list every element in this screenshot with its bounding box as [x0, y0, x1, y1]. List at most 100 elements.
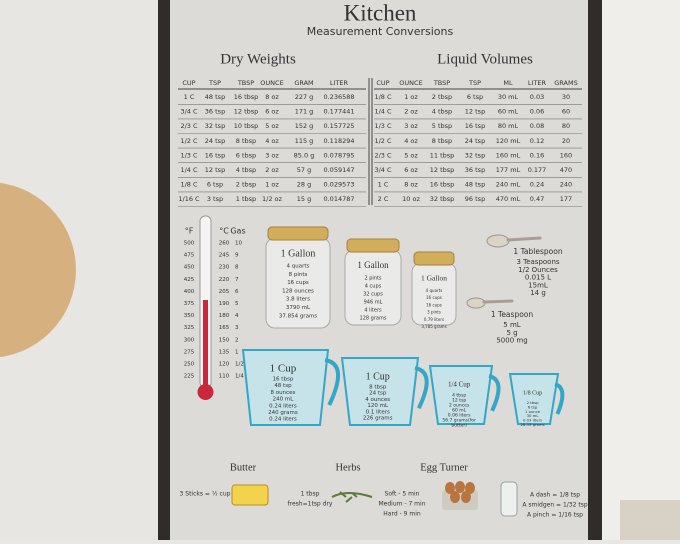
temp-value: 180 — [219, 313, 230, 319]
jar-line: 32 cups — [363, 292, 383, 298]
table-cell: 4 tbsp — [236, 166, 256, 174]
table-cell: 0.177441 — [323, 108, 354, 116]
table-cell: 1 C — [184, 93, 195, 101]
tip-line: fresh=1tsp dry — [288, 501, 333, 508]
cup-title: 1 Cup — [366, 371, 390, 382]
table-cell: 6 oz — [404, 166, 418, 174]
table-cell: 0.08 — [530, 122, 544, 130]
butter — [231, 484, 269, 506]
temp-value: 475 — [184, 253, 195, 259]
spoon-handle — [482, 299, 514, 304]
jar-lid — [346, 238, 400, 253]
table-cell: 2/3 C — [374, 151, 392, 159]
temp-value: 425 — [184, 277, 195, 283]
temp-value: 245 — [219, 253, 230, 259]
spoon-line: 14 g — [530, 289, 546, 297]
temp-value: 1 — [235, 349, 239, 355]
table-cell: 0.03 — [530, 93, 544, 101]
section-title: Liquid Volumes — [437, 51, 533, 67]
temp-value: 300 — [184, 337, 195, 343]
cup-line: 2 tbsp — [527, 400, 539, 405]
temp-value: 1/4 — [235, 374, 244, 380]
temp-value: 4 — [235, 313, 239, 319]
tip-line: 1 tbsp — [301, 491, 320, 498]
table-cell: 1/3 C — [180, 151, 198, 159]
table-cell: 6 tsp — [207, 181, 223, 189]
table-cell: 16 tsp — [205, 151, 225, 159]
egg — [445, 482, 455, 494]
jar-line: 8 pints — [289, 272, 308, 278]
table-cell: 470 mL — [496, 195, 521, 203]
jar-lid — [267, 226, 329, 241]
column-header: LITER — [330, 79, 349, 87]
table-cell: 16 tsp — [465, 122, 485, 130]
table-cell: 1/16 C — [178, 195, 200, 203]
temp-header: °F — [185, 227, 194, 236]
table-cell: 160 — [560, 151, 572, 159]
cup-title: 1/4 Cup — [448, 381, 471, 389]
temp-value: 250 — [184, 362, 195, 368]
table-cell: 12 tsp — [205, 166, 225, 174]
column-header: OUNCE — [260, 79, 283, 87]
column-header: OUNCE — [399, 79, 422, 87]
temp-value: 400 — [184, 289, 195, 295]
wooden-board — [0, 182, 76, 358]
table-cell: 0.16 — [530, 151, 544, 159]
cup-line: 16 tbsp — [273, 377, 294, 383]
table-cell: 8 tbsp — [432, 137, 452, 145]
cup-line: 8 ounces — [271, 390, 296, 396]
table-cell: 0.24 — [530, 181, 544, 189]
jar-title: 1 Gallon — [357, 260, 389, 270]
temp-value: 500 — [184, 241, 195, 247]
egg — [461, 491, 471, 503]
shelf-item — [620, 500, 680, 540]
table-cell: 1/4 C — [374, 108, 392, 116]
table-cell: 0.118294 — [323, 137, 354, 145]
cup-line: 30 mL — [527, 413, 540, 418]
table-cell: 4 oz — [265, 137, 279, 145]
subtitle: Measurement Conversions — [307, 25, 454, 38]
wall-right — [600, 0, 680, 540]
tip-title: Egg Turner — [420, 462, 468, 473]
table-cell: 0.157725 — [323, 122, 354, 130]
column-header: LITER — [528, 79, 547, 87]
table-cell: 8 tbsp — [236, 137, 256, 145]
measuring-cup — [241, 349, 330, 426]
temp-value: 9 — [235, 253, 239, 259]
jar-line: 128 grams — [360, 316, 387, 322]
cup-line: 24 tsp — [369, 391, 387, 397]
spoon — [486, 234, 510, 248]
table-cell: 85.0 g — [294, 151, 315, 159]
table-cell: 24 tsp — [465, 137, 485, 145]
herbs — [331, 491, 373, 503]
table-cell: 240 mL — [496, 181, 521, 189]
spoon-line: 1/2 Ounces — [518, 266, 558, 274]
temp-value: 220 — [219, 277, 230, 283]
table-cell: 6 tsp — [467, 93, 483, 101]
table-cell: 24 tsp — [205, 137, 225, 145]
jar-line: 3.8 liters — [286, 297, 310, 303]
table-cell: 16 tbsp — [430, 181, 455, 189]
table-cell: 240 — [560, 181, 572, 189]
temp-value: 260 — [219, 241, 230, 247]
jar-line: 3 pints — [427, 310, 441, 315]
temp-value: 7 — [235, 277, 239, 283]
temp-value: 1/2 — [235, 362, 244, 368]
jar-line: 16 cups — [287, 280, 309, 286]
table-cell: 0.059147 — [323, 166, 354, 174]
cup-line: 6 tsp — [528, 404, 538, 409]
table-cell: 4 tbsp — [432, 108, 452, 116]
egg — [465, 482, 475, 494]
egg — [450, 491, 460, 503]
table-cell: 1/2 oz — [262, 195, 283, 203]
table-cell: 15 g — [297, 195, 311, 203]
jar-line: 2 pints — [364, 276, 381, 282]
jar-title: 1 Gallon — [421, 274, 447, 283]
cup-line: 2 ounces — [449, 403, 470, 409]
table-cell: 28 g — [297, 181, 311, 189]
temp-value: 230 — [219, 265, 230, 271]
temp-value: 6 — [235, 289, 239, 295]
temp-value: 205 — [219, 289, 230, 295]
table-cell: 0.029573 — [323, 181, 354, 189]
table-cell: 2 tbsp — [432, 93, 452, 101]
